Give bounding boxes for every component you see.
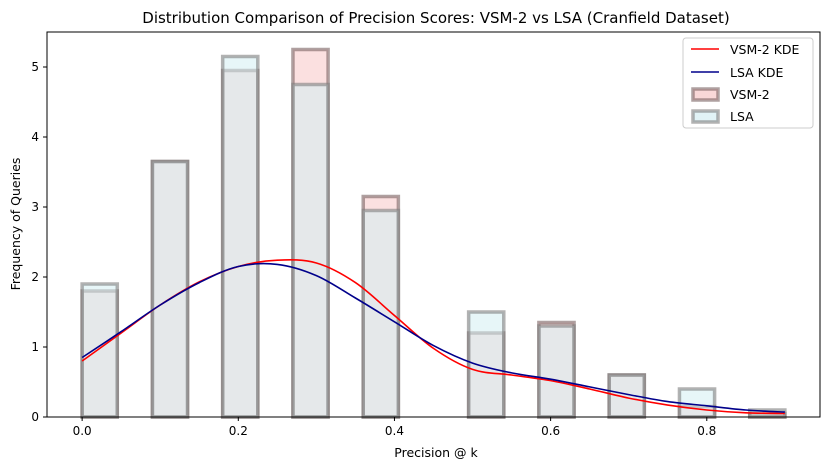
x-tick-label: 0.4: [385, 424, 404, 438]
legend-label-lsa: LSA: [730, 109, 754, 124]
y-tick-label: 3: [31, 200, 39, 214]
chart-title: Distribution Comparison of Precision Sco…: [142, 9, 729, 27]
legend-label-lsa-kde: LSA KDE: [730, 65, 783, 80]
y-tick-label: 1: [31, 340, 39, 354]
plot-frame: [46, 31, 821, 418]
histogram-bar: [80, 282, 120, 419]
histogram-lsa: [80, 54, 787, 419]
legend: VSM-2 KDE LSA KDE VSM-2 LSA: [682, 37, 814, 129]
legend-swatch-vsm2: [691, 87, 720, 102]
x-tick-label: 0.2: [229, 424, 248, 438]
legend-swatch-lsa: [691, 109, 720, 124]
legend-box: [682, 37, 814, 129]
x-tick-label: 0.8: [697, 424, 716, 438]
y-tick-label: 2: [31, 270, 39, 284]
y-tick-label: 4: [31, 130, 39, 144]
histogram-bar: [466, 310, 506, 419]
histogram-bar: [150, 159, 190, 419]
histogram-bar: [537, 324, 576, 419]
kde-line-lsa-kde: [81, 262, 785, 413]
legend-label-vsm2-kde: VSM-2 KDE: [730, 42, 800, 57]
legend-label-vsm2: VSM-2: [730, 87, 770, 102]
y-tick-label: 5: [31, 60, 39, 74]
x-tick-label: 0.0: [73, 424, 92, 438]
histogram-bar: [220, 54, 260, 419]
x-axis-ticks: 0.0 0.2 0.4 0.6 0.8: [73, 417, 716, 438]
plot-area: [80, 47, 787, 419]
x-tick-label: 0.6: [541, 424, 560, 438]
y-tick-label: 0: [31, 410, 39, 424]
y-axis-label: Frequency of Queries: [8, 158, 23, 291]
x-axis-label: Precision @ k: [394, 445, 478, 460]
histogram-bar: [291, 82, 330, 419]
y-axis-ticks: 0 1 2 3 4 5: [31, 60, 47, 424]
